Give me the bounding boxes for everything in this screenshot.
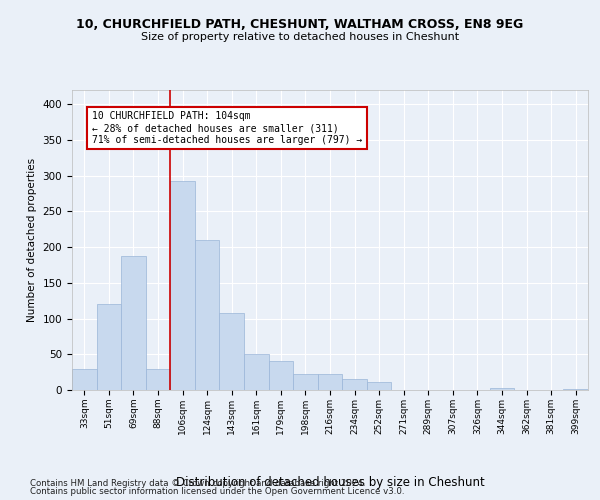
Text: 10, CHURCHFIELD PATH, CHESHUNT, WALTHAM CROSS, EN8 9EG: 10, CHURCHFIELD PATH, CHESHUNT, WALTHAM …: [76, 18, 524, 30]
Bar: [244, 354, 269, 390]
Bar: [490, 388, 514, 390]
Bar: [342, 380, 367, 390]
Text: Contains public sector information licensed under the Open Government Licence v3: Contains public sector information licen…: [30, 487, 404, 496]
Bar: [195, 240, 220, 390]
Bar: [121, 256, 146, 390]
Bar: [170, 182, 195, 390]
Bar: [72, 370, 97, 390]
Bar: [269, 360, 293, 390]
Text: Size of property relative to detached houses in Cheshunt: Size of property relative to detached ho…: [141, 32, 459, 42]
X-axis label: Distribution of detached houses by size in Cheshunt: Distribution of detached houses by size …: [176, 476, 484, 488]
Bar: [146, 370, 170, 390]
Bar: [367, 382, 391, 390]
Bar: [293, 374, 318, 390]
Text: Contains HM Land Registry data © Crown copyright and database right 2024.: Contains HM Land Registry data © Crown c…: [30, 478, 365, 488]
Bar: [97, 304, 121, 390]
Bar: [220, 313, 244, 390]
Y-axis label: Number of detached properties: Number of detached properties: [27, 158, 37, 322]
Text: 10 CHURCHFIELD PATH: 104sqm
← 28% of detached houses are smaller (311)
71% of se: 10 CHURCHFIELD PATH: 104sqm ← 28% of det…: [92, 112, 362, 144]
Bar: [318, 374, 342, 390]
Bar: [563, 388, 588, 390]
